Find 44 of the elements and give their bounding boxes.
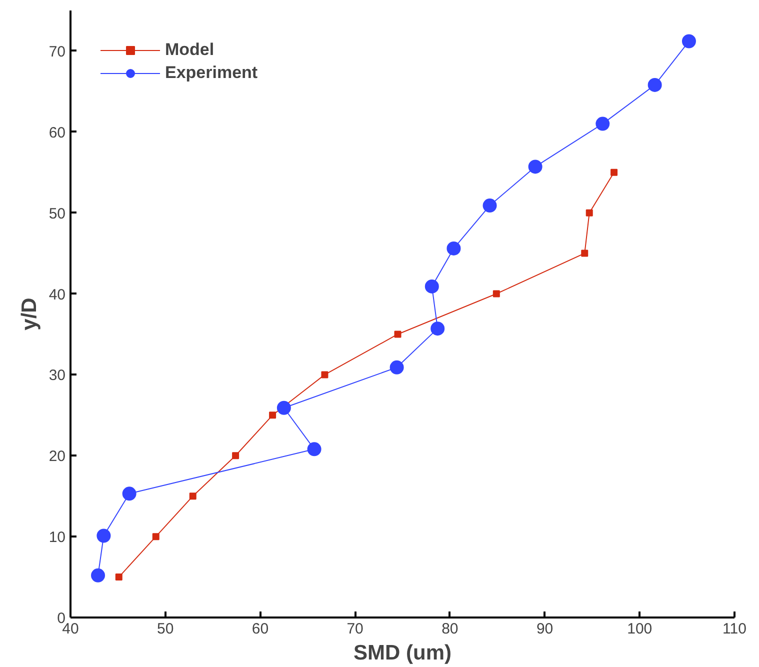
x-tick-label: 50 [157, 620, 174, 638]
y-tick-label: 70 [48, 43, 66, 60]
point [91, 568, 106, 582]
point [610, 168, 618, 176]
point [424, 279, 439, 294]
x-tick-label: 100 [627, 620, 652, 638]
point [307, 442, 322, 456]
x-axis-title: SMD (um) [354, 642, 452, 664]
point [152, 533, 160, 540]
y-tick-label: 40 [48, 286, 66, 304]
point [586, 209, 593, 216]
x-tick-label: 70 [346, 620, 364, 638]
legend-label: Model [165, 40, 214, 60]
y-axis-title: y/D [18, 298, 41, 330]
point [122, 486, 136, 501]
point [96, 528, 111, 543]
y-tick-label: 60 [48, 124, 66, 142]
point [482, 198, 497, 213]
point [321, 371, 328, 378]
y-tick-label: 10 [48, 529, 66, 546]
x-tick-label: 110 [722, 620, 746, 638]
point [528, 160, 542, 174]
point [232, 452, 240, 460]
y-tick-label: 50 [48, 205, 66, 222]
point [581, 250, 588, 257]
point [394, 330, 402, 338]
point [430, 322, 445, 336]
point [276, 400, 291, 415]
point [115, 574, 122, 581]
point [269, 412, 276, 419]
point [390, 360, 404, 374]
point [682, 34, 696, 48]
point [492, 290, 500, 298]
x-tick-label: 90 [536, 620, 554, 638]
legend-label: Experiment [165, 63, 258, 83]
x-tick-label: 60 [252, 620, 269, 638]
point [648, 78, 662, 92]
y-tick-label: 0 [57, 610, 66, 627]
point [596, 116, 610, 131]
y-tick-label: 20 [48, 448, 66, 466]
y-tick-label: 30 [48, 367, 66, 384]
point [446, 241, 461, 256]
x-tick-label: 80 [442, 620, 458, 638]
point [189, 492, 196, 500]
